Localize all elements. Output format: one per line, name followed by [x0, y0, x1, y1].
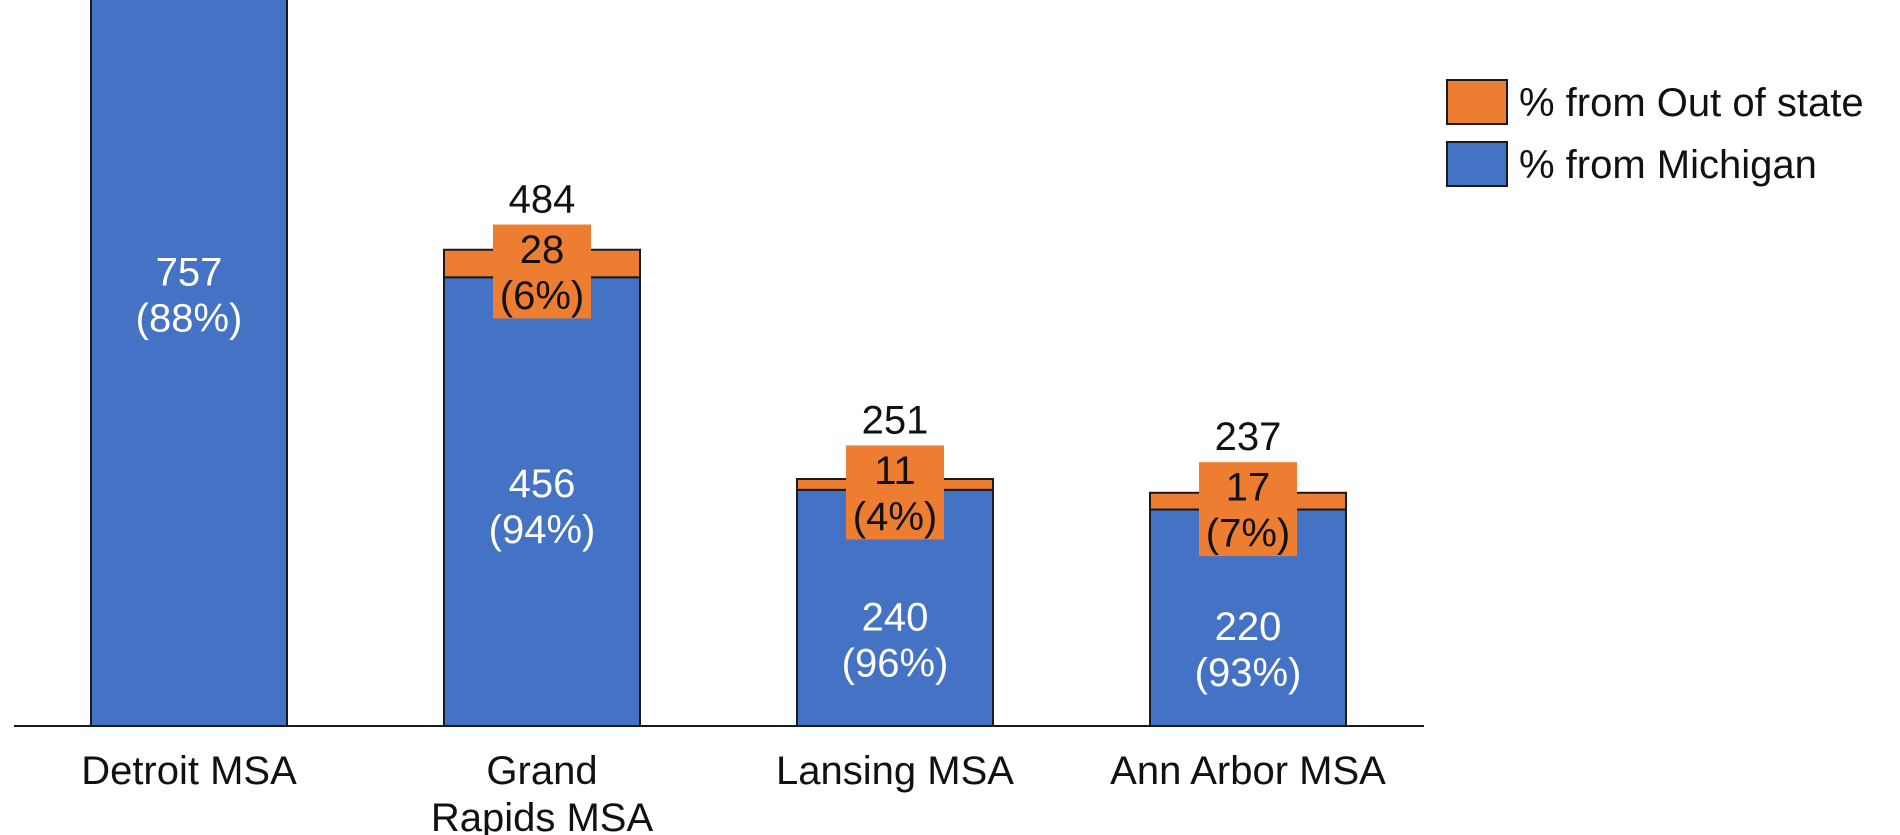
- x-tick-label-detroit-msa: Detroit MSA: [81, 749, 297, 793]
- data-label-michigan-ann-arbor-msa: (93%): [1195, 651, 1302, 695]
- legend-swatch-from-michigan: [1446, 141, 1508, 187]
- legend-swatch-from-out-of-state: [1446, 79, 1508, 125]
- legend-label-from-michigan: % from Michigan: [1519, 143, 1817, 187]
- x-tick-label-grand-rapids-msa: Rapids MSA: [431, 796, 654, 835]
- x-tick-label-grand-rapids-msa: Grand: [486, 749, 597, 793]
- data-label-michigan-lansing-msa: (96%): [842, 641, 949, 685]
- data-label-michigan-lansing-msa: 240: [862, 595, 929, 639]
- total-label-lansing-msa: 251: [862, 398, 929, 442]
- data-label-michigan-grand-rapids-msa: 456: [509, 462, 576, 506]
- data-label-box-out-of-state-grand-rapids-msa: [493, 224, 591, 319]
- data-label-out-of-state-grand-rapids-msa: (6%): [500, 274, 584, 318]
- data-label-out-of-state-lansing-msa: 11: [874, 449, 916, 493]
- legend: % from Out of state % from Michigan: [1446, 79, 1864, 187]
- legend-label-from-out-of-state: % from Out of state: [1519, 81, 1864, 125]
- data-label-out-of-state-lansing-msa: (4%): [853, 495, 937, 539]
- bar-michigan-detroit-msa: [90, 0, 288, 727]
- bar-michigan-grand-rapids-msa: [443, 276, 641, 727]
- data-label-michigan-grand-rapids-msa: (94%): [489, 508, 596, 552]
- data-labels-layer: 757(88%)108(12%)865456(94%)28(6%)484240(…: [136, 178, 1302, 696]
- x-tick-label-ann-arbor-msa: Ann Arbor MSA: [1110, 749, 1386, 793]
- data-label-out-of-state-ann-arbor-msa: (7%): [1206, 512, 1290, 556]
- total-label-grand-rapids-msa: 484: [509, 178, 576, 222]
- data-label-out-of-state-grand-rapids-msa: 28: [520, 228, 565, 272]
- data-label-box-out-of-state-ann-arbor-msa: [1199, 462, 1297, 557]
- data-label-out-of-state-ann-arbor-msa: 17: [1226, 466, 1271, 510]
- x-tick-label-lansing-msa: Lansing MSA: [776, 749, 1014, 793]
- data-label-box-out-of-state-lansing-msa: [846, 445, 944, 540]
- data-label-michigan-ann-arbor-msa: 220: [1215, 605, 1282, 649]
- total-label-ann-arbor-msa: 237: [1215, 415, 1282, 459]
- bars-layer: [90, 0, 1347, 727]
- data-label-michigan-detroit-msa: (88%): [136, 296, 243, 340]
- data-label-michigan-detroit-msa: 757: [156, 250, 223, 294]
